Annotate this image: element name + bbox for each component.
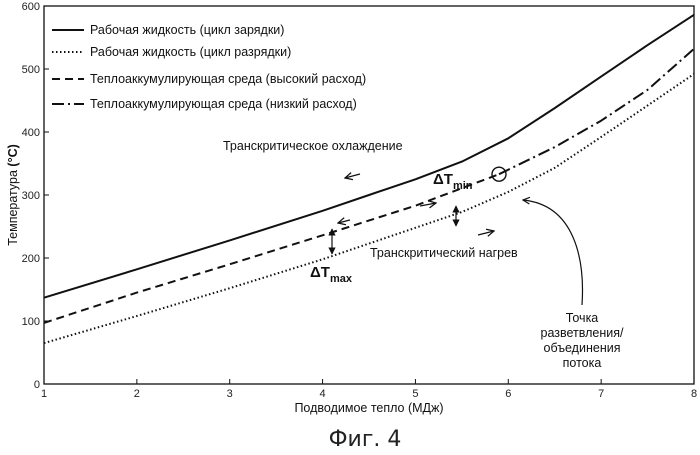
branch-label-line-2: разветвления/ xyxy=(541,326,625,340)
x-tick-label: 4 xyxy=(320,388,326,400)
branch-point-leader xyxy=(523,200,584,306)
x-tick-label: 7 xyxy=(598,388,604,400)
discharge-flow-arrow xyxy=(477,231,494,235)
x-tick-label: 1 xyxy=(41,388,47,400)
series-low-flow-line xyxy=(498,48,695,176)
y-tick-label: 100 xyxy=(22,316,40,328)
legend: Рабочая жидкость (цикл зарядки) Рабочая … xyxy=(52,23,366,111)
branch-point-label: Точка разветвления/ объединения потока xyxy=(541,311,625,370)
delta-t-max-sub: max xyxy=(330,273,353,285)
y-axis-label-text: Температура xyxy=(6,170,20,246)
series-charge-line xyxy=(43,13,695,299)
x-tick-label: 3 xyxy=(227,388,233,400)
legend-label-discharge: Рабочая жидкость (цикл разрядки) xyxy=(90,45,291,59)
y-tick-label: 400 xyxy=(22,127,40,139)
x-axis-label: Подводимое тепло (МДж) xyxy=(294,401,443,415)
x-tick-label: 8 xyxy=(691,388,697,400)
y-tick-label: 200 xyxy=(22,253,40,265)
x-tick-label: 6 xyxy=(505,388,511,400)
series-lines xyxy=(43,13,695,345)
branch-label-line-4: потока xyxy=(563,356,602,370)
x-tick-label: 2 xyxy=(134,388,140,400)
legend-label-low-flow: Теплоаккумулирующая среда (низкий расход… xyxy=(90,97,357,111)
legend-label-high-flow: Теплоаккумулирующая среда (высокий расхо… xyxy=(90,72,366,86)
delta-t-min-label: ΔTmin xyxy=(433,171,473,192)
svg-text:ΔTmax: ΔTmax xyxy=(310,264,353,285)
svg-text:ΔTmin: ΔTmin xyxy=(433,171,473,192)
branch-label-line-1: Точка xyxy=(566,311,599,325)
series-discharge-line xyxy=(43,73,695,345)
delta-t-min-sub: min xyxy=(453,180,473,192)
y-axis-label-unit: (°C) xyxy=(6,144,20,166)
annotation-heating: Транскритический нагрев xyxy=(370,246,518,260)
figure-caption: Фиг. 4 xyxy=(329,427,402,452)
branch-label-line-3: объединения xyxy=(544,341,621,355)
charge-flow-arrow xyxy=(345,174,361,178)
delta-t-min-main: ΔT xyxy=(433,171,453,188)
y-tick-label: 300 xyxy=(22,190,40,202)
annotation-cooling: Транскритическое охлаждение xyxy=(223,139,403,153)
axis-ticks: 1 2 3 4 5 6 7 8 0 100 200 300 400 500 600 xyxy=(22,1,697,400)
high-flow-arrow-right xyxy=(419,203,436,206)
high-flow-arrow-left xyxy=(338,220,351,223)
y-tick-label: 600 xyxy=(22,1,40,13)
legend-label-charge: Рабочая жидкость (цикл зарядки) xyxy=(90,23,284,37)
y-tick-label: 0 xyxy=(34,379,40,391)
delta-t-max-main: ΔT xyxy=(310,264,330,281)
branch-point-marker xyxy=(491,166,507,182)
delta-t-max-label: ΔTmax xyxy=(310,264,353,285)
x-tick-label: 5 xyxy=(412,388,418,400)
y-axis-label: Температура (°C) xyxy=(6,144,20,246)
y-tick-label: 500 xyxy=(22,64,40,76)
